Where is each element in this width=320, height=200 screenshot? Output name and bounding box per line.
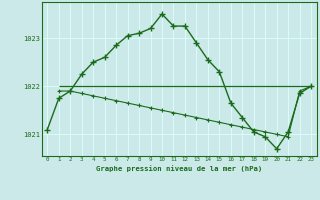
X-axis label: Graphe pression niveau de la mer (hPa): Graphe pression niveau de la mer (hPa) [96,165,262,172]
